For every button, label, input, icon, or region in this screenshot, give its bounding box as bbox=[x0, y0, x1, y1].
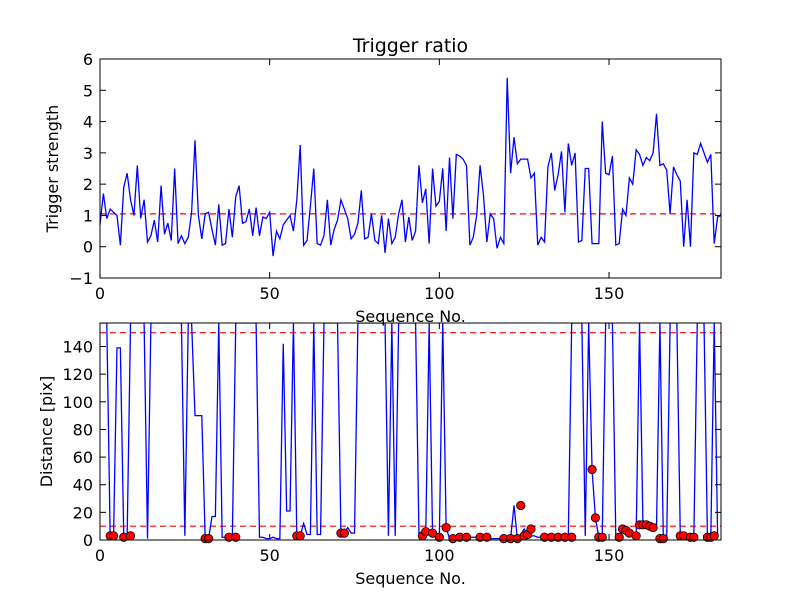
series-line bbox=[100, 77, 721, 257]
x-tick-label: 50 bbox=[259, 284, 279, 303]
plot-area bbox=[100, 77, 721, 257]
data-point-marker bbox=[631, 531, 641, 541]
y-tick-label: 80 bbox=[73, 420, 93, 439]
data-point-marker bbox=[516, 500, 526, 511]
data-point-marker bbox=[587, 464, 597, 475]
distance-chart: 0 50 100 150 0 20 40 60 80 100 120 140 Sequence No. D… bbox=[37, 322, 722, 588]
data-point-marker bbox=[648, 522, 658, 533]
data-point-marker bbox=[125, 531, 136, 541]
data-point-marker bbox=[295, 531, 305, 541]
axes-frame bbox=[99, 322, 722, 541]
x-tick-label: 0 bbox=[95, 284, 105, 303]
data-point-marker bbox=[597, 532, 607, 542]
data-point-marker bbox=[482, 532, 492, 542]
x-tick-label: 150 bbox=[594, 284, 625, 303]
y-tick-label: 2 bbox=[83, 175, 93, 194]
y-tick-label: 0 bbox=[83, 531, 93, 550]
series-line bbox=[100, 323, 719, 540]
data-point-marker bbox=[441, 522, 451, 533]
axes-frame bbox=[99, 58, 722, 279]
data-point-marker bbox=[203, 534, 214, 544]
data-point-marker bbox=[427, 528, 438, 538]
data-point-marker bbox=[658, 534, 668, 544]
data-point-marker bbox=[108, 531, 119, 541]
data-point-marker bbox=[689, 532, 699, 542]
data-point-marker bbox=[526, 524, 536, 534]
y-tick-label: 40 bbox=[73, 476, 93, 495]
y-tick-label: 20 bbox=[73, 503, 93, 522]
y-tick-label: 5 bbox=[83, 81, 93, 100]
data-point-marker bbox=[590, 513, 601, 523]
x-tick-label: 150 bbox=[594, 546, 625, 565]
y-tick-label: 60 bbox=[73, 448, 93, 467]
y-tick-label: 4 bbox=[83, 113, 93, 132]
y-axis-label: Distance [pix] bbox=[37, 376, 56, 488]
y-tick-label: −1 bbox=[69, 269, 93, 288]
data-point-marker bbox=[461, 532, 472, 542]
y-tick-label: 120 bbox=[62, 365, 93, 384]
y-axis-label: Trigger strength bbox=[43, 105, 62, 234]
x-axis-label: Sequence No. bbox=[355, 307, 466, 326]
plot-area bbox=[100, 323, 721, 540]
x-tick-label: 50 bbox=[259, 546, 279, 565]
y-tick-label: 100 bbox=[62, 393, 93, 412]
y-tick-label: 3 bbox=[83, 144, 93, 163]
x-axis-label: Sequence No. bbox=[355, 569, 466, 588]
x-tick-label: 100 bbox=[424, 284, 455, 303]
data-point-marker bbox=[709, 531, 719, 541]
data-point-marker bbox=[339, 528, 349, 538]
y-tick-label: 1 bbox=[83, 206, 93, 225]
y-tick-label: 6 bbox=[83, 50, 93, 69]
x-tick-label: 100 bbox=[424, 546, 455, 565]
data-point-marker bbox=[231, 532, 241, 542]
x-tick-label: 0 bbox=[95, 546, 105, 565]
chart-title: Trigger ratio bbox=[352, 35, 468, 57]
y-tick-label: 0 bbox=[83, 238, 93, 257]
data-point-marker bbox=[614, 532, 624, 542]
y-tick-label: 140 bbox=[62, 337, 93, 356]
data-point-marker bbox=[567, 532, 577, 542]
